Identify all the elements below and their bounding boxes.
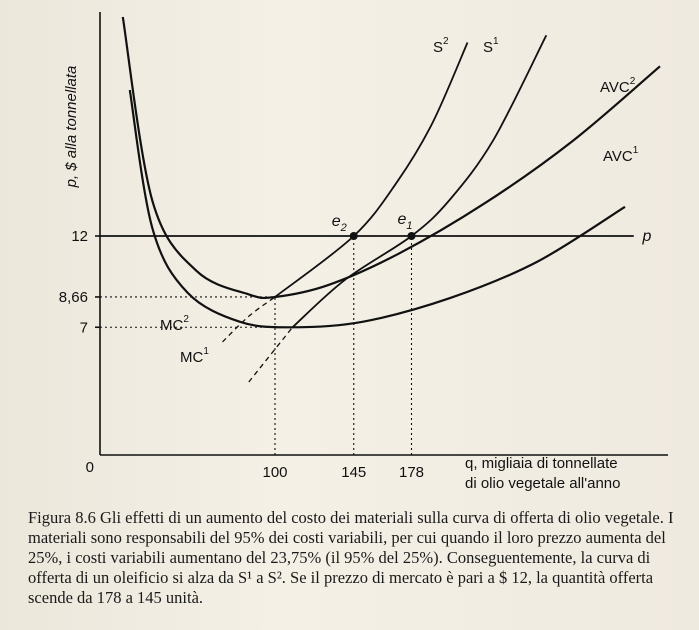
avc2-label: AVC2 <box>600 76 636 96</box>
price-line-label: p <box>642 228 652 245</box>
avc1-label: AVC1 <box>603 145 639 165</box>
supply-shift-chart: p, $ alla tonnellata q, migliaia di tonne… <box>59 12 668 492</box>
avc2-curve <box>121 16 661 300</box>
x-axis-label-line: di olio vegetale all'anno <box>465 475 620 492</box>
figure-number: Figura 8.6 <box>28 508 96 527</box>
avc1-curve <box>128 89 626 329</box>
x-axis-label-line: q, migliaia di tonnellate <box>465 455 618 472</box>
y-tick-label: 7 <box>80 319 88 336</box>
s2-curve <box>274 42 469 298</box>
figure-caption: Figura 8.6 Gli effetti di un aumento del… <box>28 508 678 608</box>
point-e1-label: e1 <box>398 211 413 232</box>
mc2-label: MC2 <box>160 314 189 334</box>
chart-axes <box>95 12 668 456</box>
point-e2 <box>349 232 358 240</box>
x-tick-label: 178 <box>399 464 424 481</box>
guide-lines <box>100 236 413 455</box>
chart-labels: p, $ alla tonnellata q, migliaia di tonne… <box>59 36 652 492</box>
s1-curve <box>291 34 548 328</box>
y-axis-label: p, $ alla tonnellata <box>63 66 80 189</box>
x-tick-label: 100 <box>262 464 287 481</box>
mc2-curve <box>222 296 276 343</box>
equilibrium-points <box>349 232 416 240</box>
mc1-curve <box>248 326 294 383</box>
mc1-label: MC1 <box>180 346 209 366</box>
point-e1 <box>407 232 416 240</box>
x-tick-label-origin: 0 <box>86 459 94 476</box>
s2-label: S2 <box>433 36 449 56</box>
point-e2-label: e2 <box>332 213 347 234</box>
s1-label: S1 <box>483 36 499 56</box>
caption-text: Gli effetti di un aumento del costo dei … <box>28 508 674 607</box>
y-tick-label: 12 <box>71 228 88 245</box>
curves <box>100 16 661 383</box>
x-tick-label: 145 <box>341 464 366 481</box>
y-tick-label: 8,66 <box>59 289 88 306</box>
